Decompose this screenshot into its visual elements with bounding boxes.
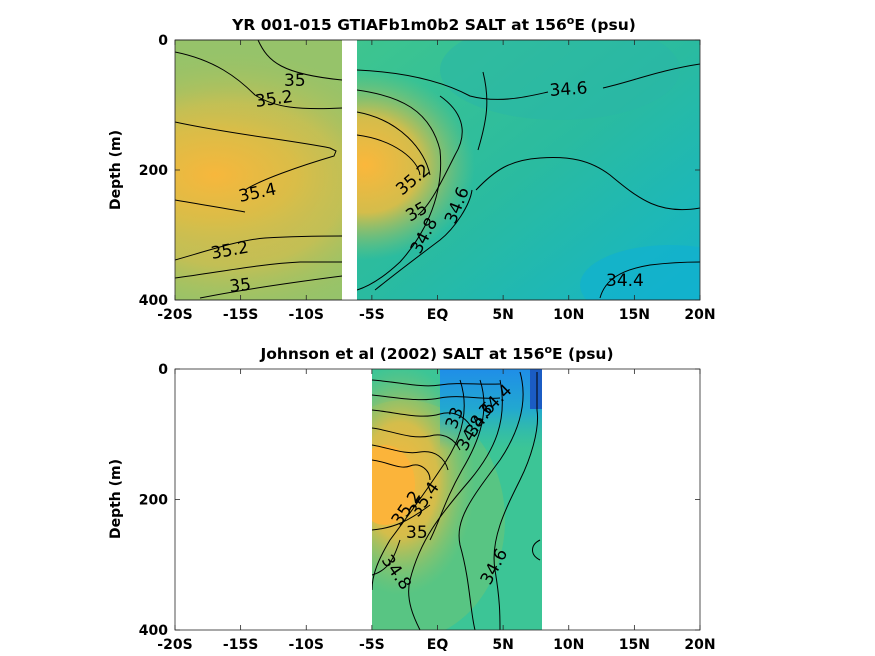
y-axis-label-top: Depth (m) <box>108 130 124 210</box>
y-axis-label-bottom: Depth (m) <box>108 459 124 539</box>
x-tick-label: EQ <box>427 637 449 653</box>
x-tick-label: 20N <box>684 637 715 653</box>
x-tick-label: EQ <box>427 307 449 323</box>
salinity-field-bottom <box>372 369 542 630</box>
y-tick-label: 400 <box>139 293 168 309</box>
x-tick-label: 20N <box>684 307 715 323</box>
x-axis-bottom: -20S -15S -10S -5S EQ 5N 10N 15N 20N <box>157 369 716 653</box>
contour-label: 35 <box>284 71 306 91</box>
x-tick-label: 5N <box>492 637 513 653</box>
x-tick-label: 10N <box>553 637 584 653</box>
x-tick-label: 15N <box>619 307 650 323</box>
contour-label: 34.4 <box>606 271 644 291</box>
x-tick-label: 10N <box>553 307 584 323</box>
salinity-field-top-right <box>357 40 700 300</box>
chart-title-top: YR 001-015 GTIAFb1m0b2 SALT at 156oE (ps… <box>231 14 636 34</box>
y-axis-top: 0 200 400 <box>139 33 700 309</box>
plot-area-top: 35 35.2 35.4 35.2 35 34.6 35.2 35 34.8 3… <box>139 33 716 323</box>
x-axis-top: -20S -15S -10S -5S EQ 5N 10N 15N 20N <box>157 40 716 323</box>
y-tick-label: 0 <box>158 362 168 378</box>
chart-title-bottom: Johnson et al (2002) SALT at 156oE (psu) <box>259 343 613 363</box>
x-tick-label: -15S <box>223 637 258 653</box>
contour-label: 34.6 <box>549 78 588 101</box>
y-axis-bottom: 0 200 400 <box>139 362 700 639</box>
y-tick-label: 400 <box>139 623 168 639</box>
x-tick-label: -15S <box>223 307 258 323</box>
x-tick-label: -10S <box>289 637 324 653</box>
x-tick-label: 5N <box>492 307 513 323</box>
data-gap-top <box>342 40 357 300</box>
x-tick-label: -20S <box>157 307 192 323</box>
x-tick-label: -5S <box>359 637 385 653</box>
y-tick-label: 200 <box>139 493 168 509</box>
x-tick-label: -5S <box>359 307 385 323</box>
contour-label: 35 <box>406 523 428 543</box>
y-tick-label: 200 <box>139 163 168 179</box>
plot-area-bottom: 34.4 34.6 34.8 33 35.4 35.2 35 34.6 34.8… <box>139 362 716 653</box>
salinity-field-top-left <box>175 40 342 300</box>
x-tick-label: 15N <box>619 637 650 653</box>
contour-label: 35 <box>228 275 252 297</box>
x-tick-label: -20S <box>157 637 192 653</box>
x-tick-label: -10S <box>289 307 324 323</box>
y-tick-label: 0 <box>158 33 168 49</box>
